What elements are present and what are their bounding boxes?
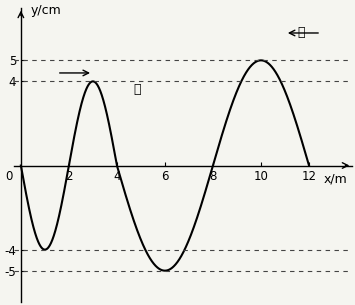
Text: 乙: 乙 [297,27,305,39]
Text: 甲: 甲 [134,83,141,96]
Text: x/m: x/m [324,172,348,185]
Text: y/cm: y/cm [31,4,61,17]
Text: 0: 0 [5,170,12,182]
